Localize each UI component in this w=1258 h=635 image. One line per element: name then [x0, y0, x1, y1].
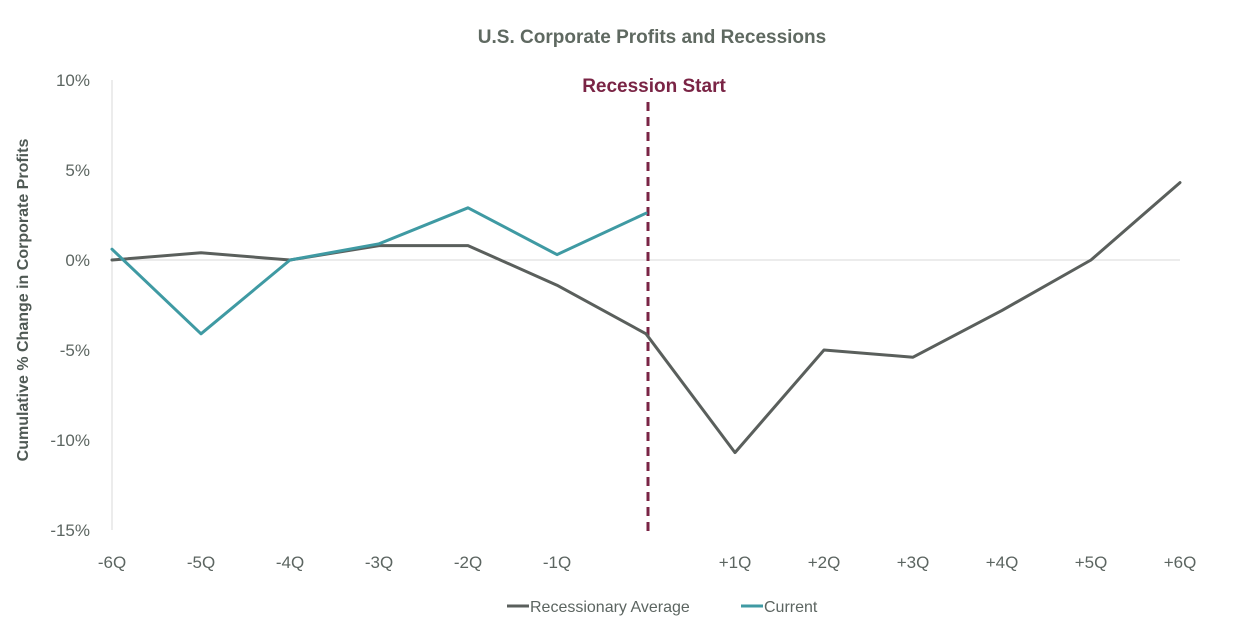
- y-tick-label: -15%: [50, 521, 90, 540]
- y-tick-label: 0%: [65, 251, 90, 270]
- series-line-current: [110, 206, 648, 336]
- recession-start-label: Recession Start: [582, 76, 726, 97]
- legend-label-current: Current: [764, 599, 818, 616]
- y-axis-label: Cumulative % Change in Corporate Profits: [15, 139, 32, 462]
- x-tick-label: +2Q: [808, 553, 841, 572]
- legend-label-recessionary-average: Recessionary Average: [530, 599, 690, 616]
- series-lines: [110, 181, 1182, 455]
- x-tick-label: -3Q: [365, 553, 393, 572]
- x-tick-label: +1Q: [719, 553, 752, 572]
- x-tick-label: +5Q: [1075, 553, 1108, 572]
- x-tick-label: -5Q: [187, 553, 215, 572]
- legend: Recessionary Average Current: [507, 599, 818, 616]
- y-tick-labels: 10% 5% 0% -5% -10% -15%: [50, 71, 90, 540]
- y-tick-label: -5%: [60, 341, 90, 360]
- x-tick-label: +6Q: [1164, 553, 1197, 572]
- x-tick-labels: -6Q -5Q -4Q -3Q -2Q -1Q +1Q +2Q +3Q +4Q +5Q +6Q: [98, 553, 1196, 572]
- axes: [111, 80, 1180, 530]
- chart-title: U.S. Corporate Profits and Recessions: [478, 27, 826, 48]
- y-tick-label: 10%: [56, 71, 90, 90]
- x-tick-label: +4Q: [986, 553, 1019, 572]
- y-tick-label: -10%: [50, 431, 90, 450]
- series-line-recessionary-average: [110, 181, 1182, 455]
- x-tick-label: -4Q: [276, 553, 304, 572]
- recession-annotation: Recession Start: [582, 76, 726, 536]
- x-tick-label: -2Q: [454, 553, 482, 572]
- x-tick-label: -1Q: [543, 553, 571, 572]
- y-tick-label: 5%: [65, 161, 90, 180]
- x-tick-label: +3Q: [897, 553, 930, 572]
- x-tick-label: -6Q: [98, 553, 126, 572]
